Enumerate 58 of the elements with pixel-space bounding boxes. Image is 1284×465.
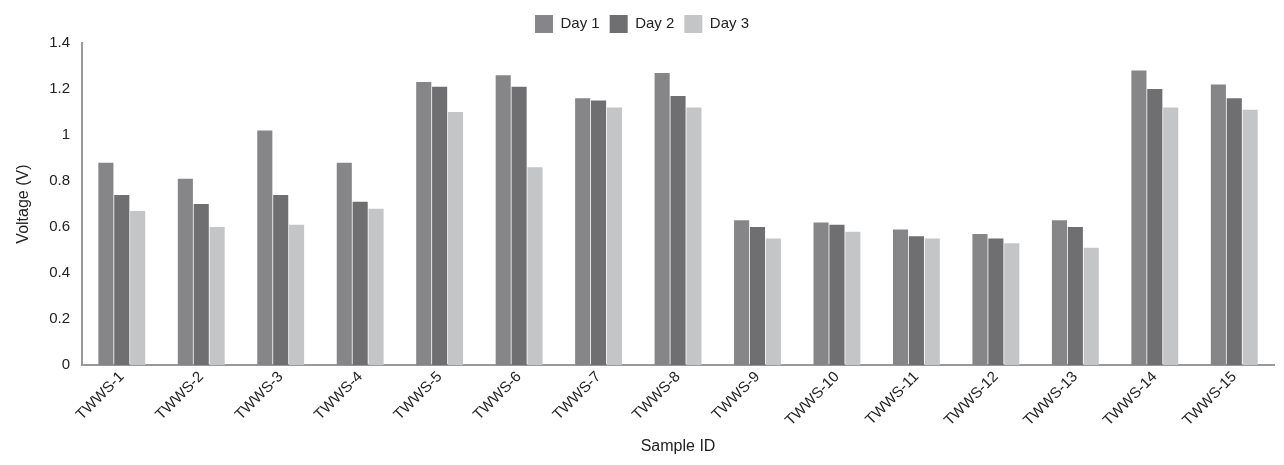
y-tick-label: 1: [61, 125, 71, 143]
bar: [1131, 70, 1147, 366]
bar: [924, 238, 940, 366]
bar: [495, 75, 511, 366]
bar: [1051, 220, 1067, 366]
bar: [972, 234, 988, 366]
bar: [908, 236, 924, 366]
bar: [1083, 247, 1099, 366]
bar: [1163, 107, 1179, 366]
y-tick-label: 0.4: [49, 263, 71, 281]
bar: [749, 227, 766, 366]
bar: [686, 107, 702, 366]
bar: [257, 130, 273, 366]
legend-label: Day 3: [709, 14, 750, 32]
bar: [527, 167, 543, 366]
bar: [765, 238, 781, 366]
bar: [1226, 98, 1242, 366]
bar: [193, 204, 209, 366]
bar: [432, 86, 448, 366]
y-tick-label: 1.2: [49, 79, 71, 97]
bar: [654, 72, 670, 366]
bar: [98, 162, 114, 366]
bar: [829, 224, 845, 366]
y-tick-label: 0.2: [49, 309, 71, 327]
legend-label: Day 2: [635, 14, 675, 32]
bar: [591, 100, 607, 366]
bar: [209, 227, 225, 366]
bar: [734, 220, 750, 366]
bar: [352, 201, 368, 366]
bar: [447, 112, 464, 366]
bar: [130, 210, 146, 366]
bar: [575, 98, 591, 366]
bar: [177, 178, 193, 366]
bar: [336, 162, 352, 366]
bar: [845, 231, 861, 366]
y-tick-label: 1.4: [49, 33, 71, 51]
bar: [606, 107, 622, 366]
bar: [1242, 109, 1258, 366]
bar: [1067, 227, 1083, 366]
bar: [511, 86, 527, 366]
y-axis-title: Voltage (V): [14, 164, 32, 244]
x-axis-title: Sample ID: [640, 436, 716, 454]
y-tick-label: 0.8: [49, 171, 71, 189]
bar: [670, 95, 686, 366]
bar: [289, 224, 305, 366]
bar: [813, 222, 829, 366]
y-tick-label: 0: [61, 355, 71, 373]
bar: [1147, 89, 1163, 366]
bar: [416, 82, 432, 366]
bar: [892, 229, 909, 366]
bar: [1004, 243, 1020, 366]
bar: [1210, 84, 1226, 366]
bar: [368, 208, 384, 366]
bar: [273, 194, 289, 366]
y-tick-label: 0.6: [49, 217, 71, 235]
bar: [114, 194, 130, 366]
bar: [988, 238, 1004, 366]
legend-label: Day 1: [560, 14, 600, 32]
